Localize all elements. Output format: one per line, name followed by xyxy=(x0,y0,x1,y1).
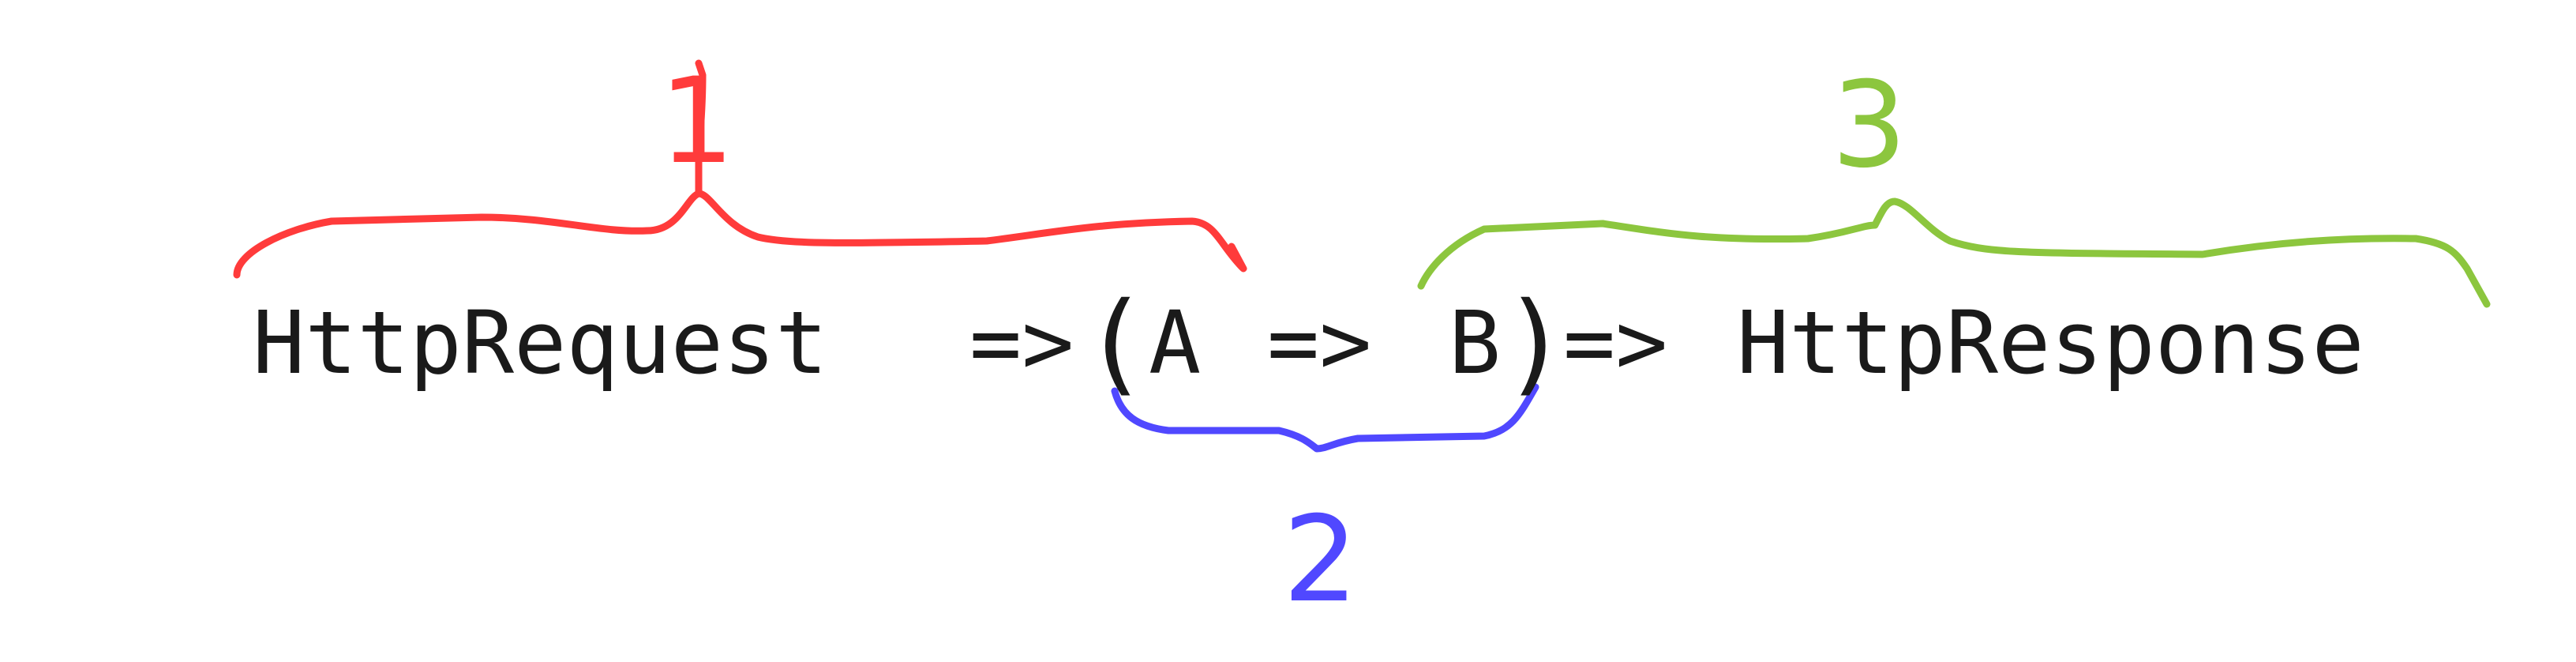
arrow-2: => xyxy=(1267,292,1371,393)
brace-2 xyxy=(1111,383,1539,453)
http-request-type: HttpRequest xyxy=(253,292,827,393)
brace-3 xyxy=(1417,197,2491,308)
annotation-3: 3 xyxy=(1832,57,1907,194)
arrow-1: => xyxy=(969,292,1074,393)
annotation-2: 2 xyxy=(1283,491,1358,629)
brace-1-stem xyxy=(695,59,707,197)
type-a: A xyxy=(1149,292,1201,393)
brace-1 xyxy=(233,190,1247,279)
annotation-1: 1 xyxy=(659,53,734,190)
arrow-3: => xyxy=(1563,292,1667,393)
http-response-type: HttpResponse xyxy=(1737,292,2364,393)
close-paren: ) xyxy=(1512,279,1555,408)
type-b: B xyxy=(1449,292,1501,393)
open-paren: ( xyxy=(1096,279,1139,408)
